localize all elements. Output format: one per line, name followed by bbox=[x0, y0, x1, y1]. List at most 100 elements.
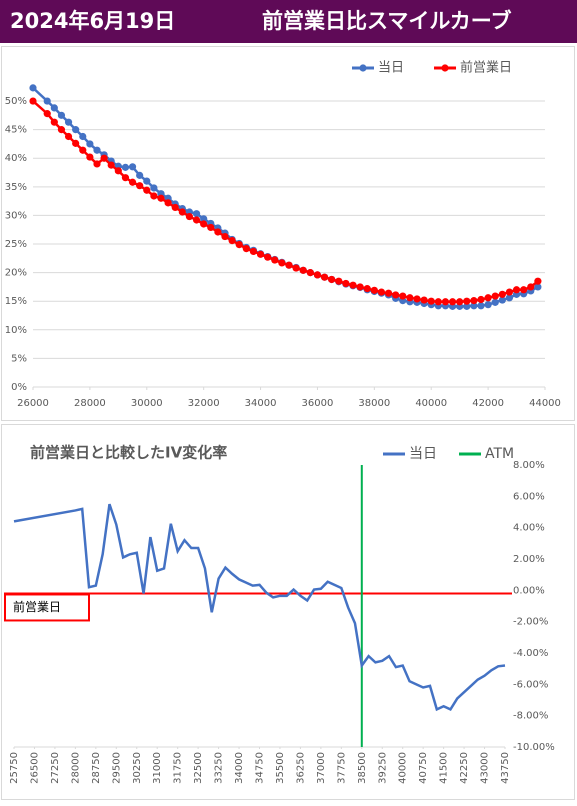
x-tick-label: 43750 bbox=[500, 752, 511, 784]
x-tick-label: 41500 bbox=[439, 752, 450, 784]
legend-marker bbox=[441, 64, 449, 72]
marker bbox=[143, 177, 151, 185]
marker bbox=[484, 301, 492, 309]
marker bbox=[50, 118, 58, 126]
x-tick-label: 37750 bbox=[336, 752, 347, 784]
marker bbox=[306, 269, 314, 277]
marker bbox=[370, 286, 378, 294]
y-tick-label: 45% bbox=[5, 125, 27, 136]
y-tick-label: -6.00% bbox=[513, 679, 548, 690]
x-tick-label: 27250 bbox=[50, 752, 61, 784]
chart-frame bbox=[1, 46, 575, 421]
marker bbox=[93, 160, 101, 168]
x-tick-label: 39250 bbox=[377, 752, 388, 784]
x-tick-label: 26000 bbox=[17, 398, 49, 409]
x-tick-label: 35500 bbox=[275, 752, 286, 784]
x-tick-label: 34000 bbox=[245, 398, 277, 409]
marker bbox=[349, 281, 357, 289]
marker bbox=[534, 283, 542, 291]
marker bbox=[214, 228, 222, 236]
legend-label: 前営業日 bbox=[460, 60, 512, 76]
marker bbox=[292, 264, 300, 272]
marker bbox=[406, 294, 414, 302]
x-tick-label: 44000 bbox=[529, 398, 561, 409]
y-tick-label: 8.00% bbox=[513, 460, 545, 471]
marker bbox=[121, 163, 130, 171]
marker bbox=[128, 178, 137, 186]
reference-label-box bbox=[4, 593, 90, 622]
marker bbox=[498, 290, 506, 298]
marker bbox=[420, 296, 428, 304]
marker bbox=[29, 84, 37, 92]
marker bbox=[64, 132, 73, 141]
marker bbox=[79, 146, 87, 154]
x-tick-label: 38500 bbox=[357, 752, 368, 784]
x-tick-label: 26500 bbox=[29, 752, 40, 784]
marker bbox=[527, 283, 535, 291]
marker bbox=[57, 126, 66, 134]
marker bbox=[100, 154, 108, 162]
x-tick-label: 34750 bbox=[255, 752, 266, 784]
legend-label: 当日 bbox=[378, 61, 404, 76]
marker bbox=[463, 297, 471, 305]
marker bbox=[313, 271, 322, 279]
marker bbox=[185, 212, 194, 221]
marker bbox=[192, 210, 201, 218]
marker bbox=[278, 259, 286, 267]
x-tick-label: 42000 bbox=[472, 398, 504, 409]
marker bbox=[441, 298, 450, 306]
marker bbox=[121, 174, 130, 182]
marker bbox=[72, 126, 80, 134]
marker bbox=[392, 291, 400, 299]
marker bbox=[463, 302, 471, 310]
marker bbox=[491, 292, 499, 300]
marker bbox=[192, 216, 201, 224]
x-tick-label: 28750 bbox=[91, 752, 102, 784]
smile-chart: 0% 5% 10% 15% 20% 25% 30% 35% 40% 45% 50% 26000 2800… bbox=[5, 60, 561, 410]
y-tick-label: -4.00% bbox=[513, 648, 548, 659]
marker bbox=[505, 294, 514, 302]
marker bbox=[363, 285, 371, 293]
marker bbox=[512, 286, 521, 294]
marker bbox=[114, 167, 122, 175]
y-tick-label: -2.00% bbox=[513, 617, 548, 628]
marker bbox=[477, 302, 485, 310]
marker bbox=[29, 97, 37, 105]
x-tick-label: 30000 bbox=[131, 398, 163, 409]
marker bbox=[328, 275, 336, 284]
marker bbox=[356, 283, 364, 291]
marker bbox=[235, 240, 243, 249]
marker bbox=[171, 203, 179, 212]
marker bbox=[484, 294, 492, 302]
x-tick-label: 30250 bbox=[132, 752, 143, 784]
y-tick-label: 35% bbox=[5, 182, 27, 193]
x-tick-label: 43000 bbox=[480, 752, 491, 784]
marker bbox=[299, 266, 307, 274]
marker bbox=[249, 247, 258, 256]
y-tick-label: 2.00% bbox=[513, 554, 545, 565]
marker bbox=[264, 253, 272, 261]
marker bbox=[164, 199, 172, 207]
marker bbox=[128, 163, 137, 171]
marker bbox=[200, 220, 208, 228]
marker bbox=[86, 153, 94, 161]
y-tick-label: 0% bbox=[11, 382, 27, 393]
marker bbox=[43, 110, 51, 118]
marker bbox=[50, 104, 58, 112]
marker bbox=[377, 288, 386, 296]
marker bbox=[207, 223, 215, 232]
marker bbox=[178, 208, 186, 216]
marker bbox=[107, 161, 115, 169]
marker bbox=[384, 289, 393, 297]
y-tick-label: 4.00% bbox=[513, 523, 545, 534]
marker bbox=[157, 194, 165, 202]
y-tick-label: -8.00% bbox=[513, 711, 548, 722]
marker bbox=[520, 286, 528, 294]
series-line bbox=[13, 503, 506, 712]
x-tick-label: 34000 bbox=[234, 752, 245, 784]
legend-label: ATM bbox=[485, 446, 514, 462]
marker bbox=[285, 261, 293, 269]
x-tick-label: 28000 bbox=[74, 398, 106, 409]
marker bbox=[271, 256, 279, 264]
